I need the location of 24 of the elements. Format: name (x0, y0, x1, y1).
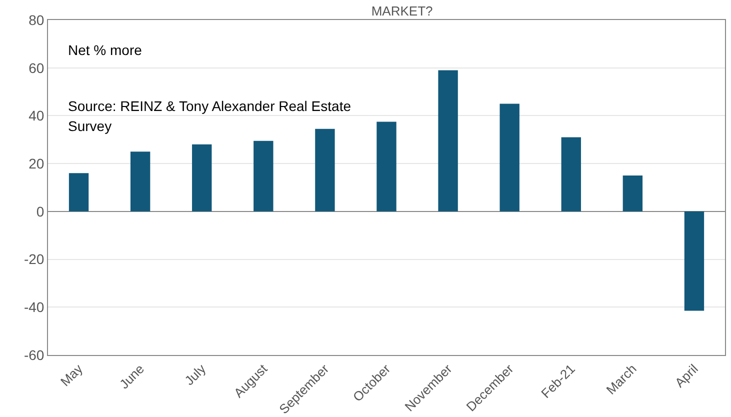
y-tick-label: 0 (36, 203, 44, 220)
bar (684, 211, 704, 311)
y-tick-label: 80 (28, 12, 44, 28)
bar (192, 144, 212, 212)
x-tick-label: July (182, 360, 209, 388)
y-tick-label: 20 (28, 155, 44, 172)
annotation: Source: REINZ & Tony Alexander Real Estate Survey (68, 97, 352, 136)
bar (68, 173, 89, 212)
bar (438, 70, 458, 212)
bar (254, 140, 274, 212)
bar (130, 152, 150, 212)
y-tick-label: 40 (28, 108, 44, 124)
bar (500, 104, 520, 212)
y-tick-label: -40 (24, 299, 44, 316)
bar (561, 137, 581, 212)
chart-title: MARKET? (371, 3, 433, 18)
bar (376, 122, 396, 212)
annotation: Net % more (68, 41, 143, 60)
y-tick-label: 60 (28, 60, 44, 76)
y-tick-label: -60 (24, 346, 44, 363)
bar (315, 128, 335, 212)
y-tick-label: -20 (24, 251, 44, 268)
x-tick-label: May (58, 360, 86, 390)
bar (622, 176, 643, 212)
